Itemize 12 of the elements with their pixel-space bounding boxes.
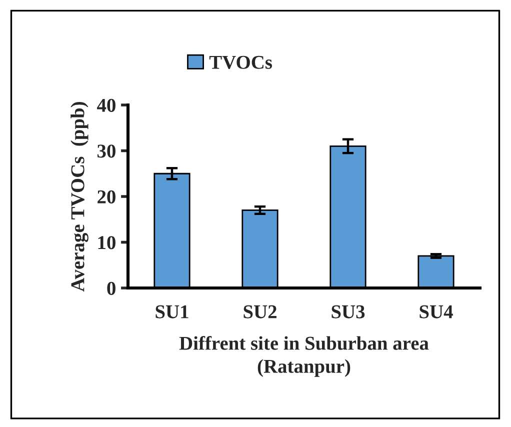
x-tick-label: SU1 bbox=[156, 305, 188, 318]
x-tick-label: SU2 bbox=[244, 305, 276, 318]
y-axis-title: Average TVOCs (ppb) bbox=[70, 102, 88, 292]
y-tick-label: 10 bbox=[98, 236, 116, 250]
x-tick-label: SU3 bbox=[332, 305, 365, 318]
x-tick-label: SU4 bbox=[420, 305, 453, 318]
y-tick-label: 20 bbox=[98, 190, 116, 204]
y-tick-label: 40 bbox=[97, 98, 116, 112]
y-tick-label: 30 bbox=[97, 144, 116, 158]
x-axis-title: Diffrent site in Suburban area (Ratanpur) bbox=[179, 336, 429, 377]
y-tick-label: 0 bbox=[107, 282, 116, 295]
legend-label: TVOCs bbox=[209, 56, 272, 70]
